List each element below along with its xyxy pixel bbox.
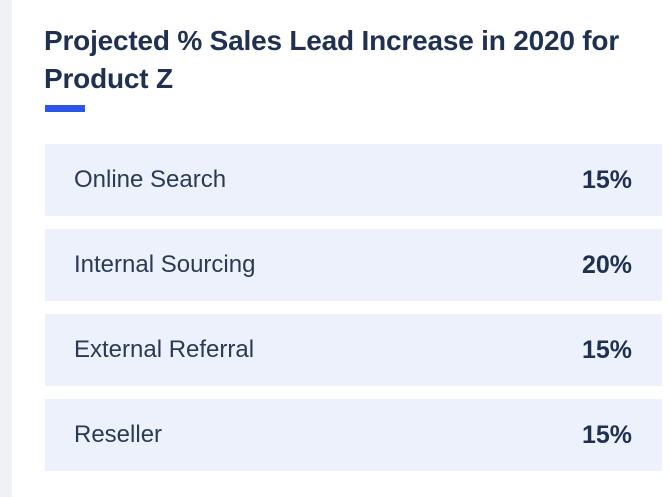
content-card: Projected % Sales Lead Increase in 2020 … — [12, 0, 670, 497]
row-label: Online Search — [74, 166, 227, 193]
row-value: 15% — [581, 421, 632, 449]
left-margin-strip — [0, 0, 12, 497]
row-label: Internal Sourcing — [74, 251, 256, 278]
title-accent-bar — [45, 105, 85, 112]
row-label: External Referral — [74, 336, 255, 363]
row-value: 20% — [581, 251, 632, 279]
list-item-internal-sourcing: Internal Sourcing 20% — [45, 229, 662, 301]
row-value: 15% — [581, 166, 632, 194]
list-item-reseller: Reseller 15% — [45, 399, 662, 471]
page-title: Projected % Sales Lead Increase in 2020 … — [44, 25, 620, 94]
list-item-online-search: Online Search 15% — [45, 144, 662, 216]
lead-source-list: Online Search 15% Internal Sourcing 20% … — [45, 144, 662, 484]
row-label: Reseller — [74, 421, 163, 448]
list-item-external-referral: External Referral 15% — [45, 314, 662, 386]
row-value: 15% — [581, 336, 632, 364]
